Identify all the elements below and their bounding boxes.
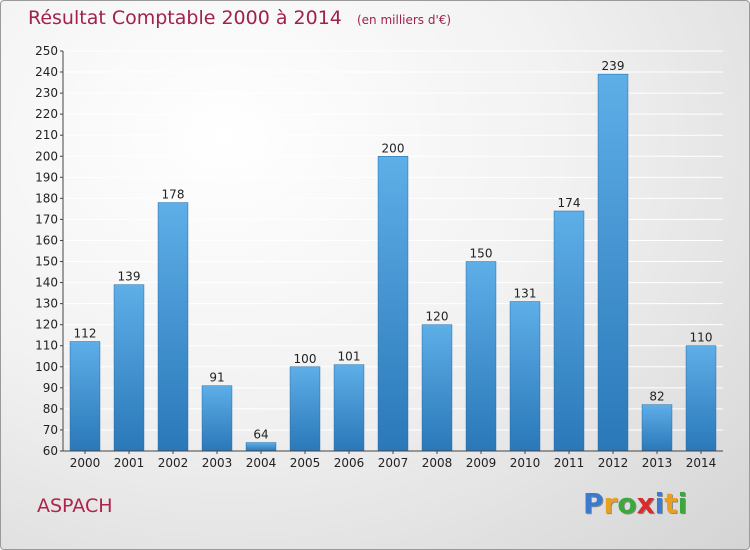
y-tick-label: 110 <box>35 339 58 353</box>
bar <box>685 345 717 452</box>
proxiti-logo: Proxiti <box>583 487 687 520</box>
bar <box>245 442 277 452</box>
bar <box>201 385 233 452</box>
y-tick-label: 100 <box>35 360 58 374</box>
logo-letter: t <box>664 487 678 520</box>
bar <box>465 261 497 452</box>
bar-value-label: 110 <box>690 331 713 345</box>
bar <box>553 210 585 452</box>
y-tick-label: 210 <box>35 128 58 142</box>
x-tick-label: 2000 <box>70 456 101 470</box>
x-tick-label: 2010 <box>510 456 541 470</box>
logo-letter: i <box>677 487 688 520</box>
bar-value-label: 82 <box>649 390 664 404</box>
bar <box>113 284 145 452</box>
x-tick-label: 2001 <box>114 456 145 470</box>
bar-value-label: 139 <box>118 270 141 284</box>
y-tick-label: 80 <box>43 402 58 416</box>
chart-title: Résultat Comptable 2000 à 2014 <box>28 7 342 29</box>
y-tick-label: 230 <box>35 86 58 100</box>
x-tick-label: 2003 <box>202 456 233 470</box>
bar-value-label: 150 <box>470 247 493 261</box>
bar-value-label: 200 <box>382 141 405 155</box>
x-tick-label: 2013 <box>642 456 673 470</box>
bar <box>377 156 409 452</box>
y-tick-label: 60 <box>43 444 58 458</box>
logo-letter: P <box>583 487 604 520</box>
y-tick-label: 140 <box>35 276 58 290</box>
y-tick-label: 170 <box>35 212 58 226</box>
x-tick-label: 2014 <box>686 456 717 470</box>
bar <box>421 324 453 452</box>
bar <box>333 364 365 452</box>
x-tick-label: 2011 <box>554 456 585 470</box>
y-tick-label: 90 <box>43 381 58 395</box>
x-tick-label: 2008 <box>422 456 453 470</box>
bar-value-label: 131 <box>514 287 537 301</box>
bar <box>641 404 673 452</box>
y-axis: 60 70 80 90 100 110 120 130 140 150 160 170 180 190 20… <box>35 44 64 458</box>
y-tick-label: 200 <box>35 149 58 163</box>
x-tick-label: 2006 <box>334 456 365 470</box>
logo-letter: r <box>603 487 618 520</box>
bar-value-label: 64 <box>253 428 268 442</box>
bar-value-label: 178 <box>162 188 185 202</box>
x-tick-label: 2012 <box>598 456 629 470</box>
bar <box>289 366 321 452</box>
y-tick-label: 160 <box>35 233 58 247</box>
x-tick-label: 2005 <box>290 456 321 470</box>
y-tick-label: 180 <box>35 191 58 205</box>
logo-letter: o <box>617 487 637 520</box>
bar <box>509 301 541 452</box>
x-tick-label: 2002 <box>158 456 189 470</box>
y-tick-label: 150 <box>35 255 58 269</box>
location-label: ASPACH <box>37 495 113 517</box>
bars: 112 139 178 91 64 100 101 200 120 150 131 174 239 82 1… <box>69 59 717 452</box>
x-tick-label: 2004 <box>246 456 277 470</box>
bar <box>69 341 101 452</box>
bar-value-label: 239 <box>602 59 625 73</box>
bar-value-label: 91 <box>209 371 224 385</box>
logo-letter: i <box>654 487 665 520</box>
y-tick-label: 220 <box>35 107 58 121</box>
bar-value-label: 101 <box>338 350 361 364</box>
bar-value-label: 112 <box>74 327 97 341</box>
chart-title-block: Résultat Comptable 2000 à 2014 (en milli… <box>28 7 451 29</box>
logo-letter: x <box>636 487 655 520</box>
y-tick-label: 240 <box>35 65 58 79</box>
bar <box>597 73 629 452</box>
y-tick-label: 70 <box>43 423 58 437</box>
y-tick-label: 250 <box>35 44 58 58</box>
chart-unit-note: (en milliers d'€) <box>356 13 452 27</box>
x-tick-label: 2009 <box>466 456 497 470</box>
y-tick-label: 190 <box>35 170 58 184</box>
bar-value-label: 120 <box>426 310 449 324</box>
y-tick-label: 130 <box>35 297 58 311</box>
x-axis: 2000 2001 2002 2003 2004 2005 2006 2007 2008 2009… <box>63 450 723 470</box>
bar-value-label: 174 <box>558 196 581 210</box>
bar <box>157 202 189 452</box>
x-tick-label: 2007 <box>378 456 409 470</box>
bar-value-label: 100 <box>294 352 317 366</box>
y-tick-label: 120 <box>35 318 58 332</box>
